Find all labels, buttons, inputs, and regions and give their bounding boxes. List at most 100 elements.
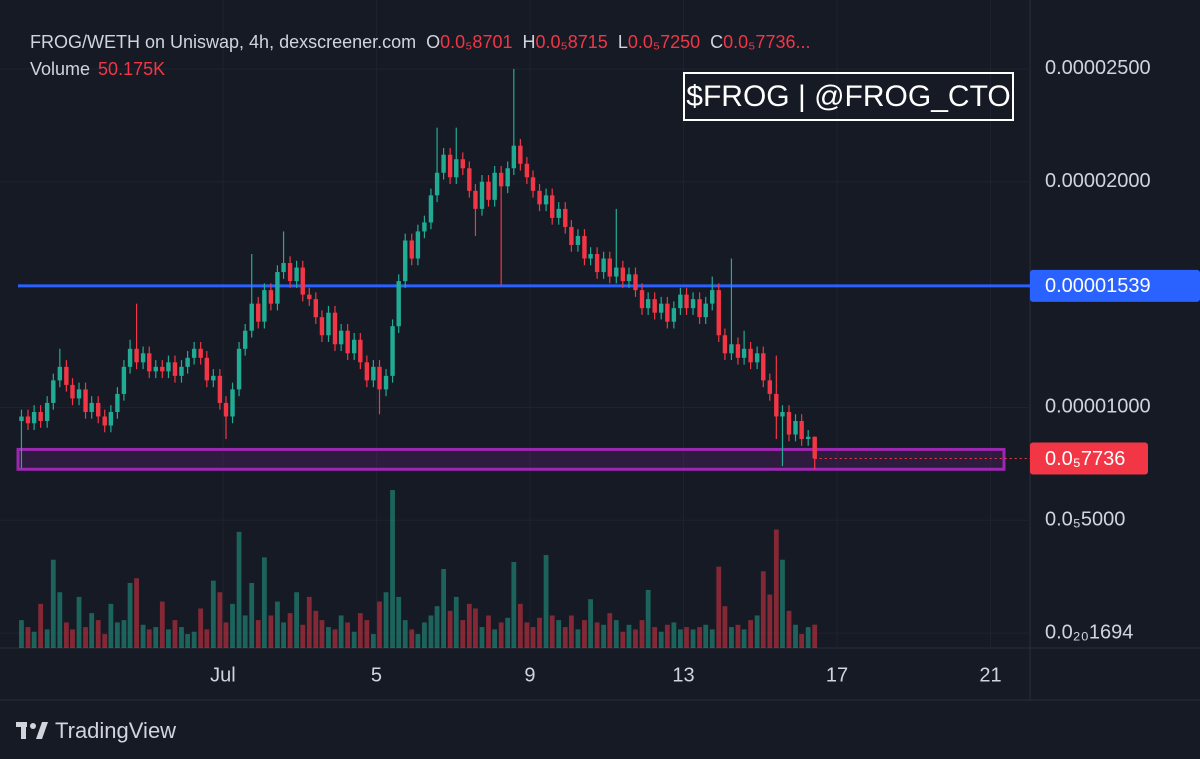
volume-bar [709, 629, 715, 648]
volume-bar [383, 592, 389, 648]
volume-bar [568, 615, 574, 648]
candle-body [403, 240, 408, 282]
candle-body [249, 303, 254, 331]
candle-body [127, 348, 133, 367]
candle-body [441, 154, 446, 173]
candle-body [473, 190, 478, 209]
candle-body [281, 263, 286, 273]
volume-bar [441, 569, 447, 648]
x-tick-label: Jul [210, 664, 236, 686]
candle-body [96, 402, 101, 417]
candle-body [710, 290, 715, 304]
candle-body [166, 362, 171, 372]
volume-bar [255, 620, 261, 648]
volume-bar [357, 613, 363, 648]
candle-body [364, 362, 370, 381]
candle-body [191, 348, 197, 358]
volume-bar [319, 620, 325, 648]
volume-bar [812, 624, 818, 648]
volume-bar [645, 589, 651, 648]
volume-bar [121, 620, 127, 648]
volume-bar [562, 627, 568, 648]
volume-bar [370, 634, 376, 648]
candle-body [543, 195, 549, 205]
y-tick-label: 0.0₂₀1694 [1045, 621, 1133, 643]
volume-bar [57, 592, 63, 648]
candle-body [530, 177, 536, 191]
candle-body [25, 416, 31, 424]
volume-bar [786, 610, 792, 648]
volume-bar [434, 606, 440, 648]
volume-bar [390, 490, 395, 648]
volume-bar [664, 624, 670, 648]
candle-body [748, 348, 753, 363]
candle-body [268, 290, 274, 304]
volume-bar [50, 559, 56, 648]
candle-body [454, 159, 459, 178]
volume-bar [364, 620, 370, 648]
x-tick-label: 9 [524, 664, 535, 686]
volume-bar [549, 615, 555, 648]
y-tick-label: 0.00002000 [1045, 170, 1151, 192]
note-box: $FROG | @FROG_CTO [683, 72, 1014, 121]
legend-header: FROG/WETH on Uniswap, 4h, dexscreener.co… [30, 32, 821, 53]
volume-bar [95, 620, 101, 648]
volume-bar [601, 624, 607, 648]
candle-body [89, 402, 94, 412]
volume-bar [223, 622, 229, 648]
volume-bar [70, 629, 75, 648]
candle-body [300, 267, 305, 295]
volume-bar [422, 622, 427, 648]
candle-body [658, 303, 664, 313]
volume-bar [415, 634, 421, 648]
last-price-bg [1030, 442, 1148, 475]
volume-bar [543, 555, 549, 648]
volume-bar [409, 629, 415, 648]
candle-body [652, 299, 657, 313]
volume-bar [607, 613, 613, 648]
volume-bar [185, 634, 191, 648]
volume-bar [697, 627, 702, 648]
candle-body [242, 330, 248, 349]
candle-body [614, 267, 619, 277]
volume-bar [377, 601, 382, 648]
candle-body [684, 294, 689, 309]
volume-bar [575, 629, 581, 648]
candle-body [537, 190, 542, 205]
volume-bar [204, 629, 210, 648]
volume-bar [210, 580, 216, 648]
candle-body [422, 222, 427, 232]
volume-bar [31, 631, 37, 648]
y-tick-label: 0.00002500 [1045, 57, 1151, 79]
volume-bar [767, 594, 773, 648]
volume-bar [703, 624, 709, 648]
candle-body [645, 299, 651, 309]
candle-body [511, 145, 517, 169]
candle-body [761, 353, 766, 381]
candle-body [51, 380, 56, 403]
ohlc-value: 0.0₅8715 [535, 32, 608, 52]
candle-body [678, 294, 683, 309]
volume-bar [620, 631, 626, 648]
x-tick-label: 21 [979, 664, 1001, 686]
candle-body [409, 240, 414, 259]
candle-body [236, 348, 242, 390]
candle-body [147, 353, 152, 372]
volume-bar [748, 620, 754, 648]
candle-body [230, 389, 235, 417]
candle-body [76, 389, 82, 399]
candle-body [741, 348, 747, 358]
candle-body [262, 290, 267, 322]
volume-bar [588, 599, 593, 648]
volume-bar [396, 596, 402, 648]
volume-bar [249, 582, 255, 648]
grid [0, 0, 1030, 648]
ellipsis: ... [795, 32, 811, 52]
volume-bar [722, 606, 728, 648]
candle-body [287, 263, 293, 282]
candle-body [371, 366, 376, 381]
candle-body [326, 312, 331, 336]
volume-legend: Volume 50.175K [30, 59, 165, 80]
candle-body [102, 416, 107, 426]
candle-body [19, 416, 24, 421]
